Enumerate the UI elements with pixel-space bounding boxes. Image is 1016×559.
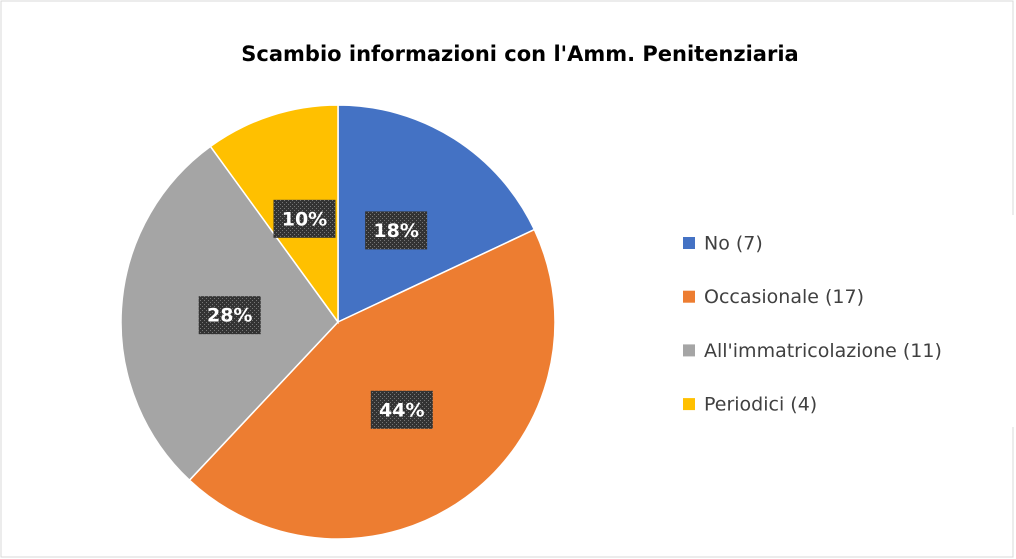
legend-marker bbox=[683, 290, 695, 303]
chart-title: Scambio informazioni con l'Amm. Penitenz… bbox=[241, 42, 798, 66]
data-label-box bbox=[273, 199, 336, 238]
data-label: 10% bbox=[282, 208, 327, 230]
legend-marker bbox=[683, 398, 695, 411]
legend-box bbox=[665, 215, 1016, 427]
data-label-box bbox=[198, 296, 261, 335]
legend-label: No (7) bbox=[704, 233, 763, 255]
legend-label: Occasionale (17) bbox=[704, 286, 864, 308]
pie-slice bbox=[337, 104, 536, 324]
data-label-box bbox=[365, 211, 428, 250]
legend-marker bbox=[683, 344, 695, 357]
legend-marker bbox=[683, 237, 695, 249]
legend-label: Periodici (4) bbox=[704, 394, 817, 416]
data-label: 44% bbox=[379, 399, 424, 421]
data-label: 18% bbox=[373, 220, 418, 242]
data-label: 28% bbox=[207, 305, 252, 327]
pie-slice bbox=[188, 228, 556, 540]
legend-label: All'immatricolazione (11) bbox=[704, 340, 942, 362]
data-label-box bbox=[370, 390, 433, 429]
